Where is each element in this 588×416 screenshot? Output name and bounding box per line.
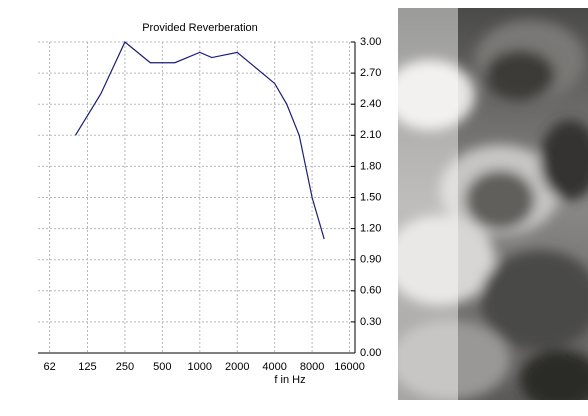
- x-tick-label: 1000: [188, 361, 212, 373]
- x-axis-label: f in Hz: [274, 374, 305, 386]
- y-tick-label: 1.80: [360, 160, 381, 172]
- y-tick-label: 0.30: [360, 316, 381, 328]
- y-tick-label: 3.00: [360, 36, 381, 48]
- y-tick-label: 2.40: [360, 98, 381, 110]
- x-tick-label: 2000: [225, 361, 249, 373]
- x-tick-label: 125: [78, 361, 96, 373]
- y-tick-label: 0.00: [360, 347, 381, 359]
- x-tick-label: 500: [153, 361, 171, 373]
- y-tick-label: 2.10: [360, 129, 381, 141]
- x-tick-label: 16000: [334, 361, 365, 373]
- x-tick-label: 250: [116, 361, 134, 373]
- x-tick-label: 4000: [262, 361, 286, 373]
- x-tick-label: 62: [43, 361, 55, 373]
- y-tick-label: 1.50: [360, 191, 381, 203]
- y-tick-label: 0.90: [360, 254, 381, 266]
- y-tick-label: 2.70: [360, 67, 381, 79]
- chart-title: Provided Reverberation: [142, 22, 258, 34]
- data-line: [74, 41, 325, 240]
- y-tick-label: 0.60: [360, 285, 381, 297]
- foam-photo: [398, 8, 588, 400]
- y-tick-label: 1.20: [360, 223, 381, 235]
- x-tick-label: 8000: [300, 361, 324, 373]
